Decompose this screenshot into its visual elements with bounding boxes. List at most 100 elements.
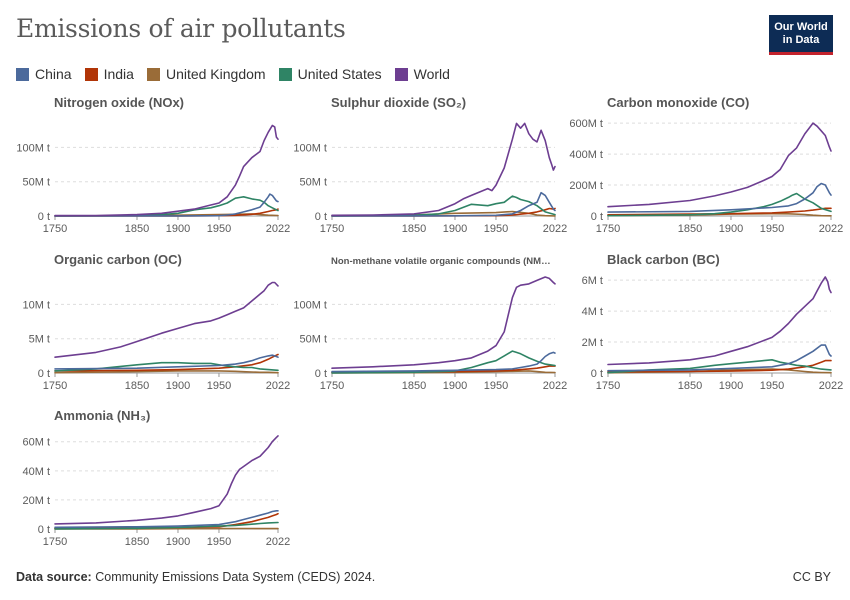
y-tick-label: 0 t	[315, 211, 327, 223]
series-line-china	[331, 351, 556, 373]
series-line-world	[607, 276, 832, 366]
x-tick-label: 1950	[760, 223, 784, 235]
legend-item-united-states[interactable]: United States	[278, 66, 382, 82]
chart-svg: Black carbon (BC) 0 t 2M t 4M t 6M t 1750 1850…	[582, 252, 844, 392]
x-tick-label: 1850	[125, 223, 149, 235]
chart-title: Non-methane volatile organic compounds (…	[331, 256, 551, 267]
y-tick-label: 400M t	[569, 149, 603, 161]
logo-line-2: in Data	[782, 33, 820, 46]
x-tick-label: 1950	[207, 536, 231, 548]
x-tick-label: 1900	[443, 223, 467, 235]
license-text[interactable]: CC BY	[792, 570, 831, 584]
x-tick-label: 2022	[543, 380, 567, 392]
legend-label: World	[413, 66, 450, 82]
x-tick-label: 1850	[125, 536, 149, 548]
y-tick-label: 100M t	[293, 142, 327, 154]
x-tick-label: 2022	[266, 223, 290, 235]
chart-svg: Organic carbon (OC) 0 t 5M t 10M t 1750 1850 1…	[22, 252, 290, 392]
chart-carbon-monoxide[interactable]: Carbon monoxide (CO) 0 t 200M t 400M t 600M …	[569, 92, 844, 242]
x-tick-label: 1900	[166, 380, 190, 392]
series-line-world	[54, 435, 279, 525]
x-tick-label: 1900	[443, 380, 467, 392]
x-tick-label: 1750	[43, 380, 67, 392]
series-line-united-states	[331, 350, 556, 374]
legend-item-china[interactable]: China	[16, 66, 72, 82]
series-line-china	[607, 182, 832, 213]
owid-logo[interactable]: Our World in Data	[769, 15, 833, 55]
y-tick-label: 0 t	[38, 368, 50, 380]
y-tick-label: 0 t	[591, 368, 603, 380]
series-line-china	[331, 191, 556, 217]
x-tick-label: 1750	[596, 223, 620, 235]
chart-nmvoc[interactable]: Non-methane volatile organic compounds (…	[293, 249, 568, 399]
series-line-china	[54, 510, 279, 529]
series-line-world	[331, 122, 556, 217]
logo-line-1: Our World	[774, 20, 828, 33]
x-tick-label: 1900	[719, 223, 743, 235]
y-tick-label: 2M t	[582, 337, 603, 349]
legend-swatch	[146, 67, 160, 81]
x-tick-label: 1750	[596, 380, 620, 392]
chart-title: Nitrogen oxide (NOx)	[54, 95, 184, 110]
series-line-india	[54, 353, 279, 372]
y-tick-label: 100M t	[293, 299, 327, 311]
legend: China India United Kingdom United States…	[16, 66, 463, 82]
chart-title: Ammonia (NH₃)	[54, 408, 150, 423]
legend-item-united-kingdom[interactable]: United Kingdom	[146, 66, 266, 82]
chart-nitrogen-oxide[interactable]: Nitrogen oxide (NOx) 0 t 50M t 100M t 1750 18…	[16, 92, 291, 242]
x-tick-label: 2022	[819, 380, 843, 392]
legend-swatch	[16, 67, 29, 81]
legend-label: United States	[297, 66, 382, 82]
x-tick-label: 1950	[484, 380, 508, 392]
chart-ammonia[interactable]: Ammonia (NH₃) 0 t 20M t 40M t 60M t 1750 1850 1…	[16, 405, 291, 555]
y-tick-label: 20M t	[22, 495, 50, 507]
page-title: Emissions of air pollutants	[16, 14, 346, 43]
chart-black-carbon[interactable]: Black carbon (BC) 0 t 2M t 4M t 6M t 1750 1850…	[569, 249, 844, 399]
x-tick-label: 1750	[320, 380, 344, 392]
chart-svg: Carbon monoxide (CO) 0 t 200M t 400M t 600M …	[569, 95, 843, 235]
legend-swatch	[278, 67, 292, 81]
series-line-china	[54, 354, 279, 370]
y-tick-label: 10M t	[22, 299, 50, 311]
chart-title: Sulphur dioxide (SO₂)	[331, 95, 466, 110]
y-tick-label: 100M t	[16, 142, 50, 154]
x-tick-label: 1950	[484, 223, 508, 235]
y-tick-label: 6M t	[582, 275, 603, 287]
legend-label: China	[35, 66, 72, 82]
chart-sulphur-dioxide[interactable]: Sulphur dioxide (SO₂) 0 t 50M t 100M t 1750 1…	[293, 92, 568, 242]
legend-item-india[interactable]: India	[84, 66, 134, 82]
series-line-united-states	[607, 192, 832, 217]
x-tick-label: 1950	[207, 380, 231, 392]
legend-label: India	[103, 66, 134, 82]
x-tick-label: 2022	[266, 380, 290, 392]
x-tick-label: 2022	[543, 223, 567, 235]
y-tick-label: 0 t	[38, 211, 50, 223]
chart-svg: Nitrogen oxide (NOx) 0 t 50M t 100M t 1750 18…	[16, 95, 290, 235]
y-tick-label: 60M t	[22, 437, 50, 449]
x-tick-label: 2022	[266, 536, 290, 548]
series-line-united-kingdom	[54, 370, 279, 374]
y-tick-label: 40M t	[22, 466, 50, 478]
source-label: Data source:	[16, 570, 92, 584]
series-line-world	[607, 122, 832, 208]
source-text[interactable]: Community Emissions Data System (CEDS) 2…	[95, 570, 376, 584]
y-tick-label: 0 t	[38, 524, 50, 536]
x-tick-label: 1950	[760, 380, 784, 392]
y-tick-label: 50M t	[299, 177, 327, 189]
chart-organic-carbon[interactable]: Organic carbon (OC) 0 t 5M t 10M t 1750 1850 1…	[16, 249, 291, 399]
footer-source: Data source: Community Emissions Data Sy…	[16, 570, 375, 584]
chart-title: Black carbon (BC)	[607, 252, 720, 267]
series-line-world	[54, 124, 279, 217]
series-line-world	[331, 276, 556, 369]
chart-title: Organic carbon (OC)	[54, 252, 182, 267]
legend-item-world[interactable]: World	[394, 66, 450, 82]
x-tick-label: 1900	[166, 536, 190, 548]
series-line-world	[54, 281, 279, 358]
legend-swatch	[394, 67, 408, 81]
y-tick-label: 200M t	[569, 180, 603, 192]
x-tick-label: 1850	[402, 223, 426, 235]
legend-swatch	[84, 67, 98, 81]
x-tick-label: 1850	[678, 223, 702, 235]
chart-svg: Non-methane volatile organic compounds (…	[293, 256, 567, 392]
x-tick-label: 1750	[43, 223, 67, 235]
